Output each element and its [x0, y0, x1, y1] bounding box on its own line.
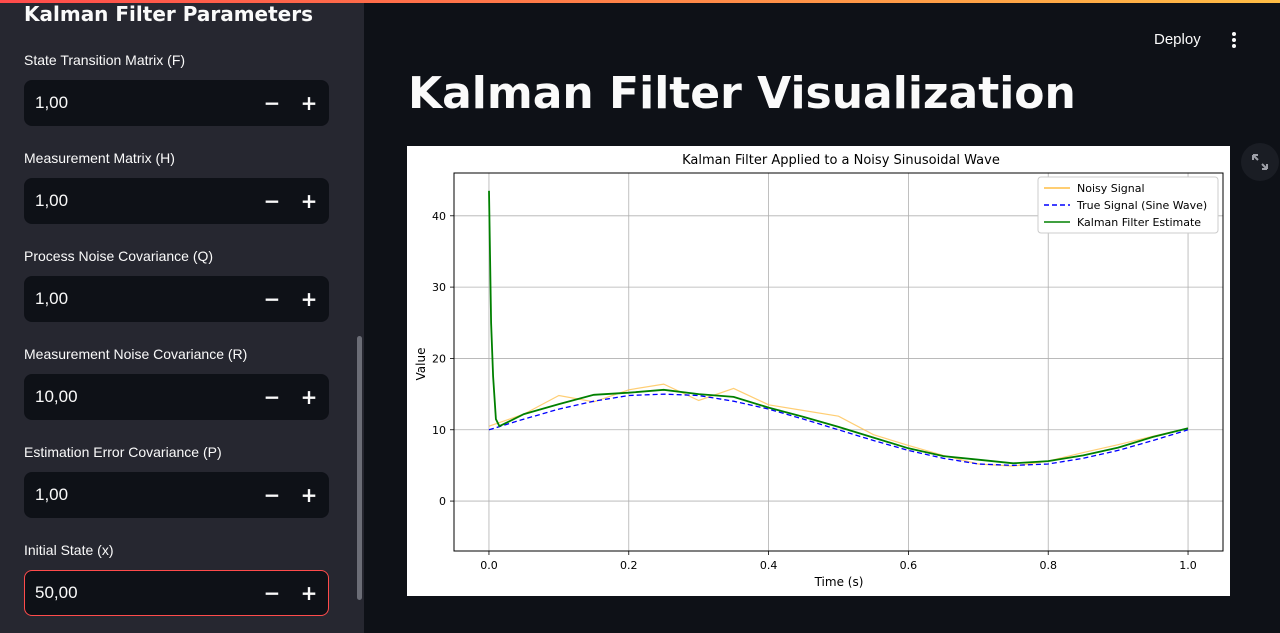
legend-label: Noisy Signal — [1077, 182, 1145, 195]
field-label-measurement-noise: Measurement Noise Covariance (R) — [24, 346, 248, 362]
kebab-menu-icon[interactable] — [1226, 30, 1242, 52]
fullscreen-expand-icon[interactable] — [1241, 143, 1279, 181]
increment-button[interactable]: + — [300, 287, 318, 311]
number-input-measurement-noise: − + — [24, 374, 329, 420]
decrement-button[interactable]: − — [263, 385, 281, 409]
legend-box — [1037, 176, 1219, 234]
deploy-button[interactable]: Deploy — [1154, 31, 1201, 48]
series-line-1 — [488, 393, 1189, 467]
initial-state-input[interactable] — [35, 571, 235, 615]
field-label-estimation-error: Estimation Error Covariance (P) — [24, 444, 222, 460]
series-line-0 — [488, 383, 1189, 467]
legend-label: Kalman Filter Estimate — [1077, 216, 1201, 229]
increment-button[interactable]: + — [300, 91, 318, 115]
decrement-button[interactable]: − — [263, 189, 281, 213]
x-tick-label: 1.0 — [1179, 559, 1197, 572]
increment-button[interactable]: + — [300, 189, 318, 213]
y-tick-label: 0 — [439, 495, 446, 508]
measurement-matrix-input[interactable] — [35, 179, 235, 223]
measurement-noise-input[interactable] — [35, 375, 235, 419]
legend-label: True Signal (Sine Wave) — [1076, 199, 1207, 212]
increment-button[interactable]: + — [300, 483, 318, 507]
y-tick-label: 10 — [432, 424, 446, 437]
chart-svg: 0.0 0.2 0.4 0.6 0.8 1.0 0 10 20 30 40 Kalman Filte… — [414, 153, 1224, 589]
increment-button[interactable]: + — [300, 581, 318, 605]
process-noise-input[interactable] — [35, 277, 235, 321]
decrement-button[interactable]: − — [263, 581, 281, 605]
state-transition-input[interactable] — [35, 81, 235, 125]
chart-title: Kalman Filter Applied to a Noisy Sinusoi… — [682, 153, 1000, 168]
y-tick-label: 20 — [432, 352, 446, 365]
x-axis-label: Time (s) — [814, 575, 864, 589]
field-label-initial-state: Initial State (x) — [24, 542, 114, 558]
decrement-button[interactable]: − — [263, 287, 281, 311]
chart-legend: Noisy Signal True Signal (Sine Wave) Kalma… — [1037, 176, 1219, 234]
series-line-2 — [488, 190, 1189, 465]
decrement-button[interactable]: − — [263, 91, 281, 115]
decrement-button[interactable]: − — [263, 483, 281, 507]
number-input-initial-state: − + — [24, 570, 329, 616]
number-input-measurement-matrix: − + — [24, 178, 329, 224]
field-label-process-noise: Process Noise Covariance (Q) — [24, 248, 214, 264]
x-tick-label: 0.8 — [1039, 559, 1057, 572]
page-title: Kalman Filter Visualization — [408, 68, 1076, 119]
top-decoration-bar — [0, 0, 1280, 3]
main-area: Deploy Kalman Filter Visualization 0.0 0.… — [364, 0, 1280, 633]
chart-figure: 0.0 0.2 0.4 0.6 0.8 1.0 0 10 20 30 40 Kalman Filte… — [407, 146, 1230, 596]
sidebar-scrollbar[interactable] — [357, 336, 362, 600]
field-label-measurement-matrix: Measurement Matrix (H) — [24, 150, 175, 166]
x-tick-label: 0.4 — [760, 559, 778, 572]
sidebar: Kalman Filter Parameters State Transitio… — [0, 0, 364, 633]
y-axis-label: Value — [414, 348, 428, 381]
plot-frame — [453, 172, 1224, 552]
y-tick-label: 40 — [432, 210, 446, 223]
x-tick-label: 0.2 — [620, 559, 638, 572]
number-input-process-noise: − + — [24, 276, 329, 322]
number-input-estimation-error: − + — [24, 472, 329, 518]
sidebar-title: Kalman Filter Parameters — [24, 2, 313, 26]
increment-button[interactable]: + — [300, 385, 318, 409]
number-input-state-transition: − + — [24, 80, 329, 126]
x-tick-label: 0.6 — [900, 559, 918, 572]
field-label-state-transition: State Transition Matrix (F) — [24, 52, 186, 68]
estimation-error-input[interactable] — [35, 473, 235, 517]
y-tick-label: 30 — [432, 281, 446, 294]
x-tick-label: 0.0 — [480, 559, 498, 572]
